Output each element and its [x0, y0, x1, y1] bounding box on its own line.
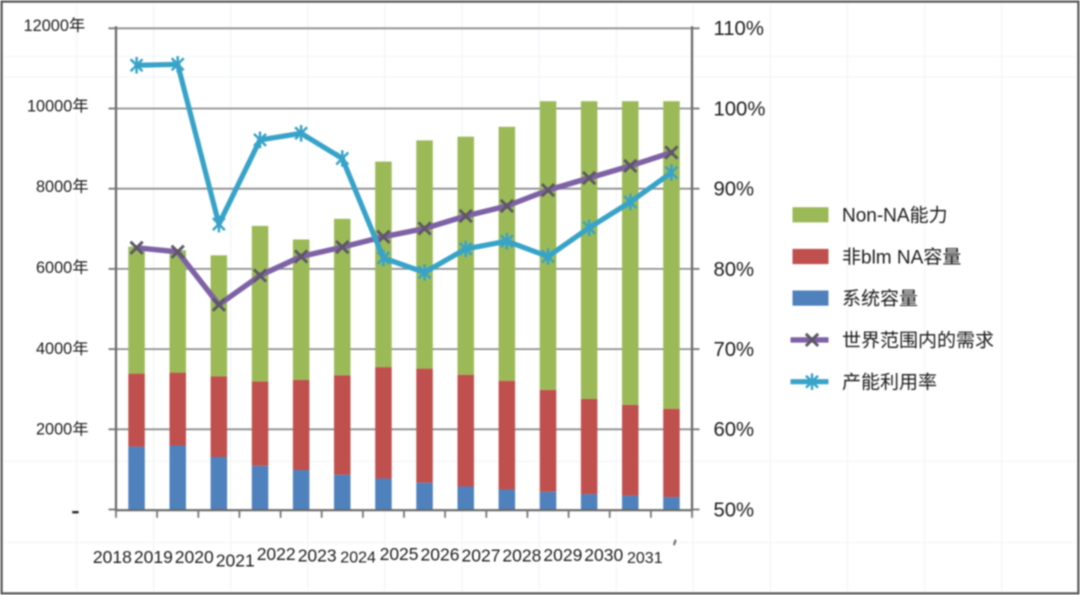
svg-text:8000: 8000	[36, 178, 72, 196]
svg-text:80%: 80%	[714, 259, 755, 281]
svg-text:2019: 2019	[134, 547, 173, 567]
svg-text:110%: 110%	[714, 18, 764, 40]
svg-text:50%: 50%	[714, 499, 755, 521]
svg-text:2031: 2031	[627, 550, 663, 567]
svg-text:90%: 90%	[714, 179, 755, 201]
svg-text:6000: 6000	[36, 259, 72, 277]
svg-text:2023: 2023	[298, 546, 337, 566]
svg-text:2018: 2018	[93, 547, 132, 567]
svg-text:60%: 60%	[714, 419, 755, 441]
svg-text:2028: 2028	[502, 546, 541, 566]
svg-text:2021: 2021	[216, 550, 255, 570]
svg-text:2027: 2027	[462, 546, 501, 566]
svg-text:10000: 10000	[27, 97, 72, 115]
svg-text:Non-NA: Non-NA	[842, 206, 910, 227]
svg-text:2024: 2024	[340, 550, 376, 567]
svg-text:4000: 4000	[36, 340, 72, 358]
svg-text:12000: 12000	[24, 17, 69, 35]
svg-text:2029: 2029	[543, 545, 582, 565]
svg-text:100%: 100%	[714, 98, 766, 120]
svg-text:2026: 2026	[421, 544, 460, 564]
svg-text:blm NA: blm NA	[861, 247, 924, 268]
svg-text:2000: 2000	[36, 421, 72, 439]
svg-text:2020: 2020	[175, 547, 214, 567]
svg-text:2022: 2022	[257, 544, 296, 564]
svg-text:2030: 2030	[584, 545, 623, 565]
svg-text:70%: 70%	[714, 339, 755, 361]
svg-text:2025: 2025	[380, 544, 419, 564]
